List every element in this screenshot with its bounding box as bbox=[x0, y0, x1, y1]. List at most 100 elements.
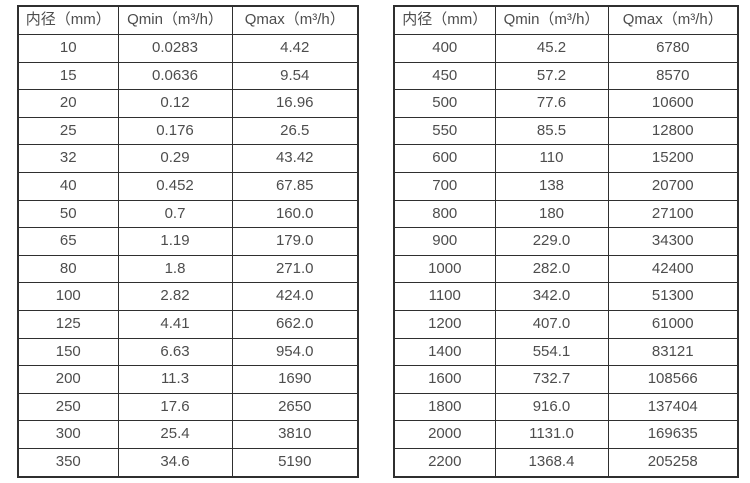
table-cell: 17.6 bbox=[117, 392, 233, 422]
table-cell: 900 bbox=[393, 227, 496, 256]
table-cell: 65 bbox=[17, 227, 119, 256]
table-cell: 9.54 bbox=[231, 61, 359, 91]
table-cell: 137404 bbox=[607, 392, 739, 422]
table-cell: 1.8 bbox=[117, 254, 233, 284]
table-cell: 1600 bbox=[393, 365, 496, 394]
table-cell: 229.0 bbox=[494, 227, 609, 256]
table-cell: 160.0 bbox=[231, 199, 359, 229]
table-cell: 1131.0 bbox=[494, 420, 609, 449]
table-cell: 10600 bbox=[607, 89, 739, 118]
table-row: 1400 554.1 83121 bbox=[393, 337, 739, 367]
table-cell: 11.3 bbox=[117, 365, 233, 394]
table-row: 500 77.6 10600 bbox=[393, 89, 739, 118]
table-cell: 200 bbox=[17, 365, 119, 394]
table-cell: 282.0 bbox=[494, 254, 609, 284]
table-cell: 550 bbox=[393, 116, 496, 146]
table-row: 700 138 20700 bbox=[393, 171, 739, 201]
table-cell: 4.41 bbox=[117, 309, 233, 339]
table-cell: 916.0 bbox=[494, 392, 609, 422]
table-row: 600 110 15200 bbox=[393, 144, 739, 173]
table-cell: 169635 bbox=[607, 420, 739, 449]
table-cell: 271.0 bbox=[231, 254, 359, 284]
table-cell: 57.2 bbox=[494, 61, 609, 91]
column-header: Qmax（m³/h） bbox=[231, 5, 359, 35]
table-cell: 4.42 bbox=[231, 34, 359, 63]
table-row: 200 11.3 1690 bbox=[17, 365, 359, 394]
table-cell: 0.7 bbox=[117, 199, 233, 229]
table-cell: 77.6 bbox=[494, 89, 609, 118]
table-row: 2200 1368.4 205258 bbox=[393, 447, 739, 478]
column-header: 内径（mm） bbox=[393, 5, 496, 35]
table-cell: 2650 bbox=[231, 392, 359, 422]
table-cell: 3810 bbox=[231, 420, 359, 449]
table-cell: 424.0 bbox=[231, 282, 359, 311]
table-row: 900 229.0 34300 bbox=[393, 227, 739, 256]
table-cell: 0.29 bbox=[117, 144, 233, 173]
header-row: 内径（mm） Qmin（m³/h） Qmax（m³/h） bbox=[17, 5, 359, 35]
table-cell: 26.5 bbox=[231, 116, 359, 146]
table-row: 15 0.0636 9.54 bbox=[17, 61, 359, 91]
table-cell: 80 bbox=[17, 254, 119, 284]
table-row: 25 0.176 26.5 bbox=[17, 116, 359, 146]
table-cell: 12800 bbox=[607, 116, 739, 146]
flow-rate-tables: 内径（mm） Qmin（m³/h） Qmax（m³/h） 10 0.0283 4.42 15… bbox=[17, 5, 739, 478]
table-cell: 16.96 bbox=[231, 89, 359, 118]
table-cell: 350 bbox=[17, 447, 119, 478]
column-header: Qmax（m³/h） bbox=[607, 5, 739, 35]
table-cell: 250 bbox=[17, 392, 119, 422]
table-cell: 27100 bbox=[607, 199, 739, 229]
table-cell: 32 bbox=[17, 144, 119, 173]
table-row: 100 2.82 424.0 bbox=[17, 282, 359, 311]
table-row: 40 0.452 67.85 bbox=[17, 171, 359, 201]
table-cell: 45.2 bbox=[494, 34, 609, 63]
table-cell: 108566 bbox=[607, 365, 739, 394]
table-cell: 700 bbox=[393, 171, 496, 201]
table-cell: 0.176 bbox=[117, 116, 233, 146]
table-cell: 0.452 bbox=[117, 171, 233, 201]
table-cell: 1800 bbox=[393, 392, 496, 422]
table-cell: 42400 bbox=[607, 254, 739, 284]
column-header: Qmin（m³/h） bbox=[117, 5, 233, 35]
table-cell: 662.0 bbox=[231, 309, 359, 339]
table-cell: 51300 bbox=[607, 282, 739, 311]
table-cell: 61000 bbox=[607, 309, 739, 339]
table-cell: 400 bbox=[393, 34, 496, 63]
flow-table-small-diameters: 内径（mm） Qmin（m³/h） Qmax（m³/h） 10 0.0283 4.42 15… bbox=[17, 5, 359, 478]
table-cell: 40 bbox=[17, 171, 119, 201]
table-row: 50 0.7 160.0 bbox=[17, 199, 359, 229]
table-cell: 6.63 bbox=[117, 337, 233, 367]
table-cell: 1000 bbox=[393, 254, 496, 284]
table-row: 1200 407.0 61000 bbox=[393, 309, 739, 339]
table-cell: 34300 bbox=[607, 227, 739, 256]
table-cell: 500 bbox=[393, 89, 496, 118]
table-cell: 342.0 bbox=[494, 282, 609, 311]
table-cell: 10 bbox=[17, 34, 119, 63]
table-cell: 8570 bbox=[607, 61, 739, 91]
table-cell: 25 bbox=[17, 116, 119, 146]
table-row: 32 0.29 43.42 bbox=[17, 144, 359, 173]
table-cell: 67.85 bbox=[231, 171, 359, 201]
table-cell: 600 bbox=[393, 144, 496, 173]
table-cell: 2.82 bbox=[117, 282, 233, 311]
table-cell: 85.5 bbox=[494, 116, 609, 146]
table-cell: 1690 bbox=[231, 365, 359, 394]
table-cell: 1.19 bbox=[117, 227, 233, 256]
table-cell: 20 bbox=[17, 89, 119, 118]
table-row: 250 17.6 2650 bbox=[17, 392, 359, 422]
table-cell: 0.0283 bbox=[117, 34, 233, 63]
table-cell: 110 bbox=[494, 144, 609, 173]
table-cell: 407.0 bbox=[494, 309, 609, 339]
table-cell: 20700 bbox=[607, 171, 739, 201]
table-cell: 800 bbox=[393, 199, 496, 229]
header-row: 内径（mm） Qmin（m³/h） Qmax（m³/h） bbox=[393, 5, 739, 35]
table-row: 1000 282.0 42400 bbox=[393, 254, 739, 284]
table-cell: 205258 bbox=[607, 447, 739, 478]
table-row: 550 85.5 12800 bbox=[393, 116, 739, 146]
table-row: 300 25.4 3810 bbox=[17, 420, 359, 449]
column-header: Qmin（m³/h） bbox=[494, 5, 609, 35]
table-cell: 0.0636 bbox=[117, 61, 233, 91]
table-cell: 2000 bbox=[393, 420, 496, 449]
table-cell: 6780 bbox=[607, 34, 739, 63]
table-row: 400 45.2 6780 bbox=[393, 34, 739, 63]
table-cell: 1400 bbox=[393, 337, 496, 367]
